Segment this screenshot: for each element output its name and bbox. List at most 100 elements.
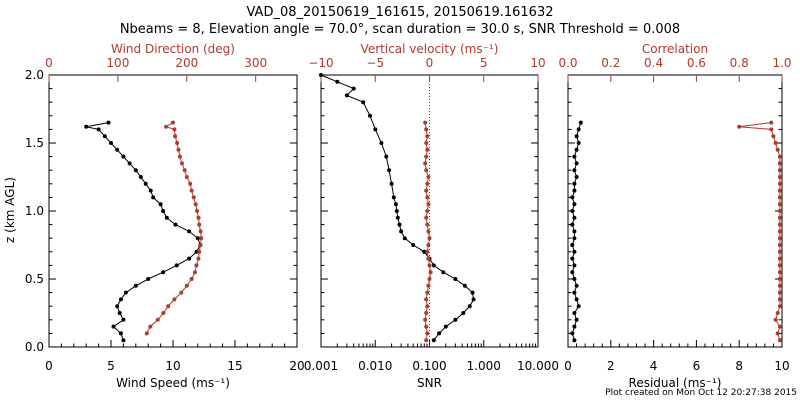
x-tick-label-top: 0 bbox=[426, 56, 434, 70]
data-point bbox=[121, 317, 126, 322]
data-point bbox=[574, 147, 579, 152]
data-point bbox=[431, 263, 436, 268]
data-point bbox=[769, 120, 774, 125]
data-point bbox=[425, 181, 430, 186]
data-point bbox=[777, 161, 782, 166]
data-point bbox=[427, 236, 432, 241]
data-point bbox=[771, 134, 776, 139]
data-point bbox=[195, 236, 200, 241]
data-point bbox=[570, 243, 575, 247]
data-point bbox=[111, 324, 116, 329]
data-point bbox=[777, 154, 782, 159]
data-point bbox=[777, 222, 782, 227]
data-point bbox=[737, 124, 742, 129]
x-tick-label-top: 0.0 bbox=[558, 56, 577, 70]
series-line bbox=[320, 74, 475, 341]
data-point bbox=[425, 290, 430, 295]
data-point bbox=[425, 331, 430, 336]
data-point bbox=[777, 209, 782, 213]
x-tick-label-top: 0.2 bbox=[601, 56, 620, 70]
data-point bbox=[106, 120, 111, 125]
data-point bbox=[189, 277, 194, 281]
data-point bbox=[424, 324, 429, 329]
data-point bbox=[187, 256, 192, 261]
data-point bbox=[443, 324, 448, 329]
data-point bbox=[164, 215, 169, 220]
series-line bbox=[146, 122, 202, 334]
x-tick-label-bottom: 0 bbox=[45, 359, 53, 373]
data-point bbox=[570, 222, 575, 227]
data-point bbox=[777, 304, 782, 309]
x-tick-label-bottom: 0 bbox=[564, 359, 572, 373]
y-tick-label: 1.0 bbox=[25, 204, 44, 218]
data-point bbox=[179, 290, 184, 295]
data-point bbox=[426, 229, 431, 234]
data-point bbox=[197, 249, 202, 254]
data-point bbox=[176, 147, 181, 152]
x-axis-label-bottom: Residual (ms⁻¹) bbox=[629, 376, 722, 390]
data-point bbox=[777, 324, 782, 329]
data-point bbox=[151, 195, 156, 200]
series-line bbox=[739, 122, 781, 341]
data-point bbox=[777, 181, 782, 186]
data-point bbox=[777, 249, 782, 254]
x-tick-label-bottom: 4 bbox=[650, 359, 658, 373]
data-point bbox=[437, 331, 442, 336]
data-point bbox=[115, 147, 120, 152]
data-point bbox=[572, 168, 577, 173]
data-point bbox=[118, 331, 123, 336]
panel-residual: 0 2 4 6 8 10 Residual (ms⁻¹) 0.0 0.2 0.4 0.6 0.8 1.0… bbox=[558, 42, 791, 390]
data-point bbox=[572, 324, 577, 329]
x-tick-label-top: 0 bbox=[45, 56, 53, 70]
x-tick-label-bottom: 0.100 bbox=[412, 359, 446, 373]
x-tick-label-bottom: 5 bbox=[107, 359, 115, 373]
y-tick-label: 0.5 bbox=[25, 272, 44, 286]
data-point bbox=[198, 229, 203, 234]
data-point bbox=[572, 229, 577, 234]
data-point bbox=[118, 297, 123, 302]
title-line-2: Nbeams = 8, Elevation angle = 70.0°, sca… bbox=[120, 22, 680, 37]
data-point bbox=[777, 338, 782, 343]
plot-frame bbox=[567, 74, 783, 348]
data-point bbox=[572, 215, 577, 220]
data-point bbox=[425, 195, 430, 200]
data-point bbox=[166, 304, 171, 309]
data-point bbox=[402, 236, 407, 241]
y-tick-label: 1.5 bbox=[25, 136, 44, 150]
data-point bbox=[570, 195, 575, 200]
data-point bbox=[470, 290, 475, 295]
data-point bbox=[572, 202, 577, 207]
data-point bbox=[144, 331, 149, 336]
data-point bbox=[427, 263, 432, 268]
data-point bbox=[777, 236, 782, 241]
data-point bbox=[393, 202, 398, 207]
data-point bbox=[391, 195, 396, 200]
x-tick-label-bottom: 2 bbox=[607, 359, 615, 373]
data-point bbox=[387, 168, 392, 173]
panel-snr: 0.001 0.010 0.100 1.000 10.000 SNR −10 −5 0 5 10 Ve… bbox=[304, 42, 559, 390]
data-point bbox=[775, 147, 780, 152]
data-point bbox=[453, 277, 458, 281]
data-point bbox=[424, 215, 429, 220]
plot-footer: Plot created on Mon Oct 12 20:27:38 2015 bbox=[605, 388, 797, 398]
data-point bbox=[572, 290, 577, 295]
data-point bbox=[194, 263, 199, 268]
data-point bbox=[775, 311, 780, 315]
data-point bbox=[425, 249, 430, 254]
x-tick-label-bottom: 10 bbox=[774, 359, 789, 373]
data-point bbox=[572, 188, 577, 193]
data-point bbox=[193, 202, 198, 207]
data-point bbox=[467, 304, 472, 309]
data-point bbox=[428, 270, 433, 275]
data-point bbox=[84, 124, 89, 129]
x-tick-label-top: 100 bbox=[106, 56, 129, 70]
data-point bbox=[576, 127, 581, 132]
data-point bbox=[395, 215, 400, 220]
data-point bbox=[172, 127, 177, 132]
data-point bbox=[155, 317, 160, 322]
data-point bbox=[161, 270, 166, 275]
data-point bbox=[441, 270, 446, 275]
data-point bbox=[133, 283, 138, 288]
data-point bbox=[161, 209, 166, 213]
